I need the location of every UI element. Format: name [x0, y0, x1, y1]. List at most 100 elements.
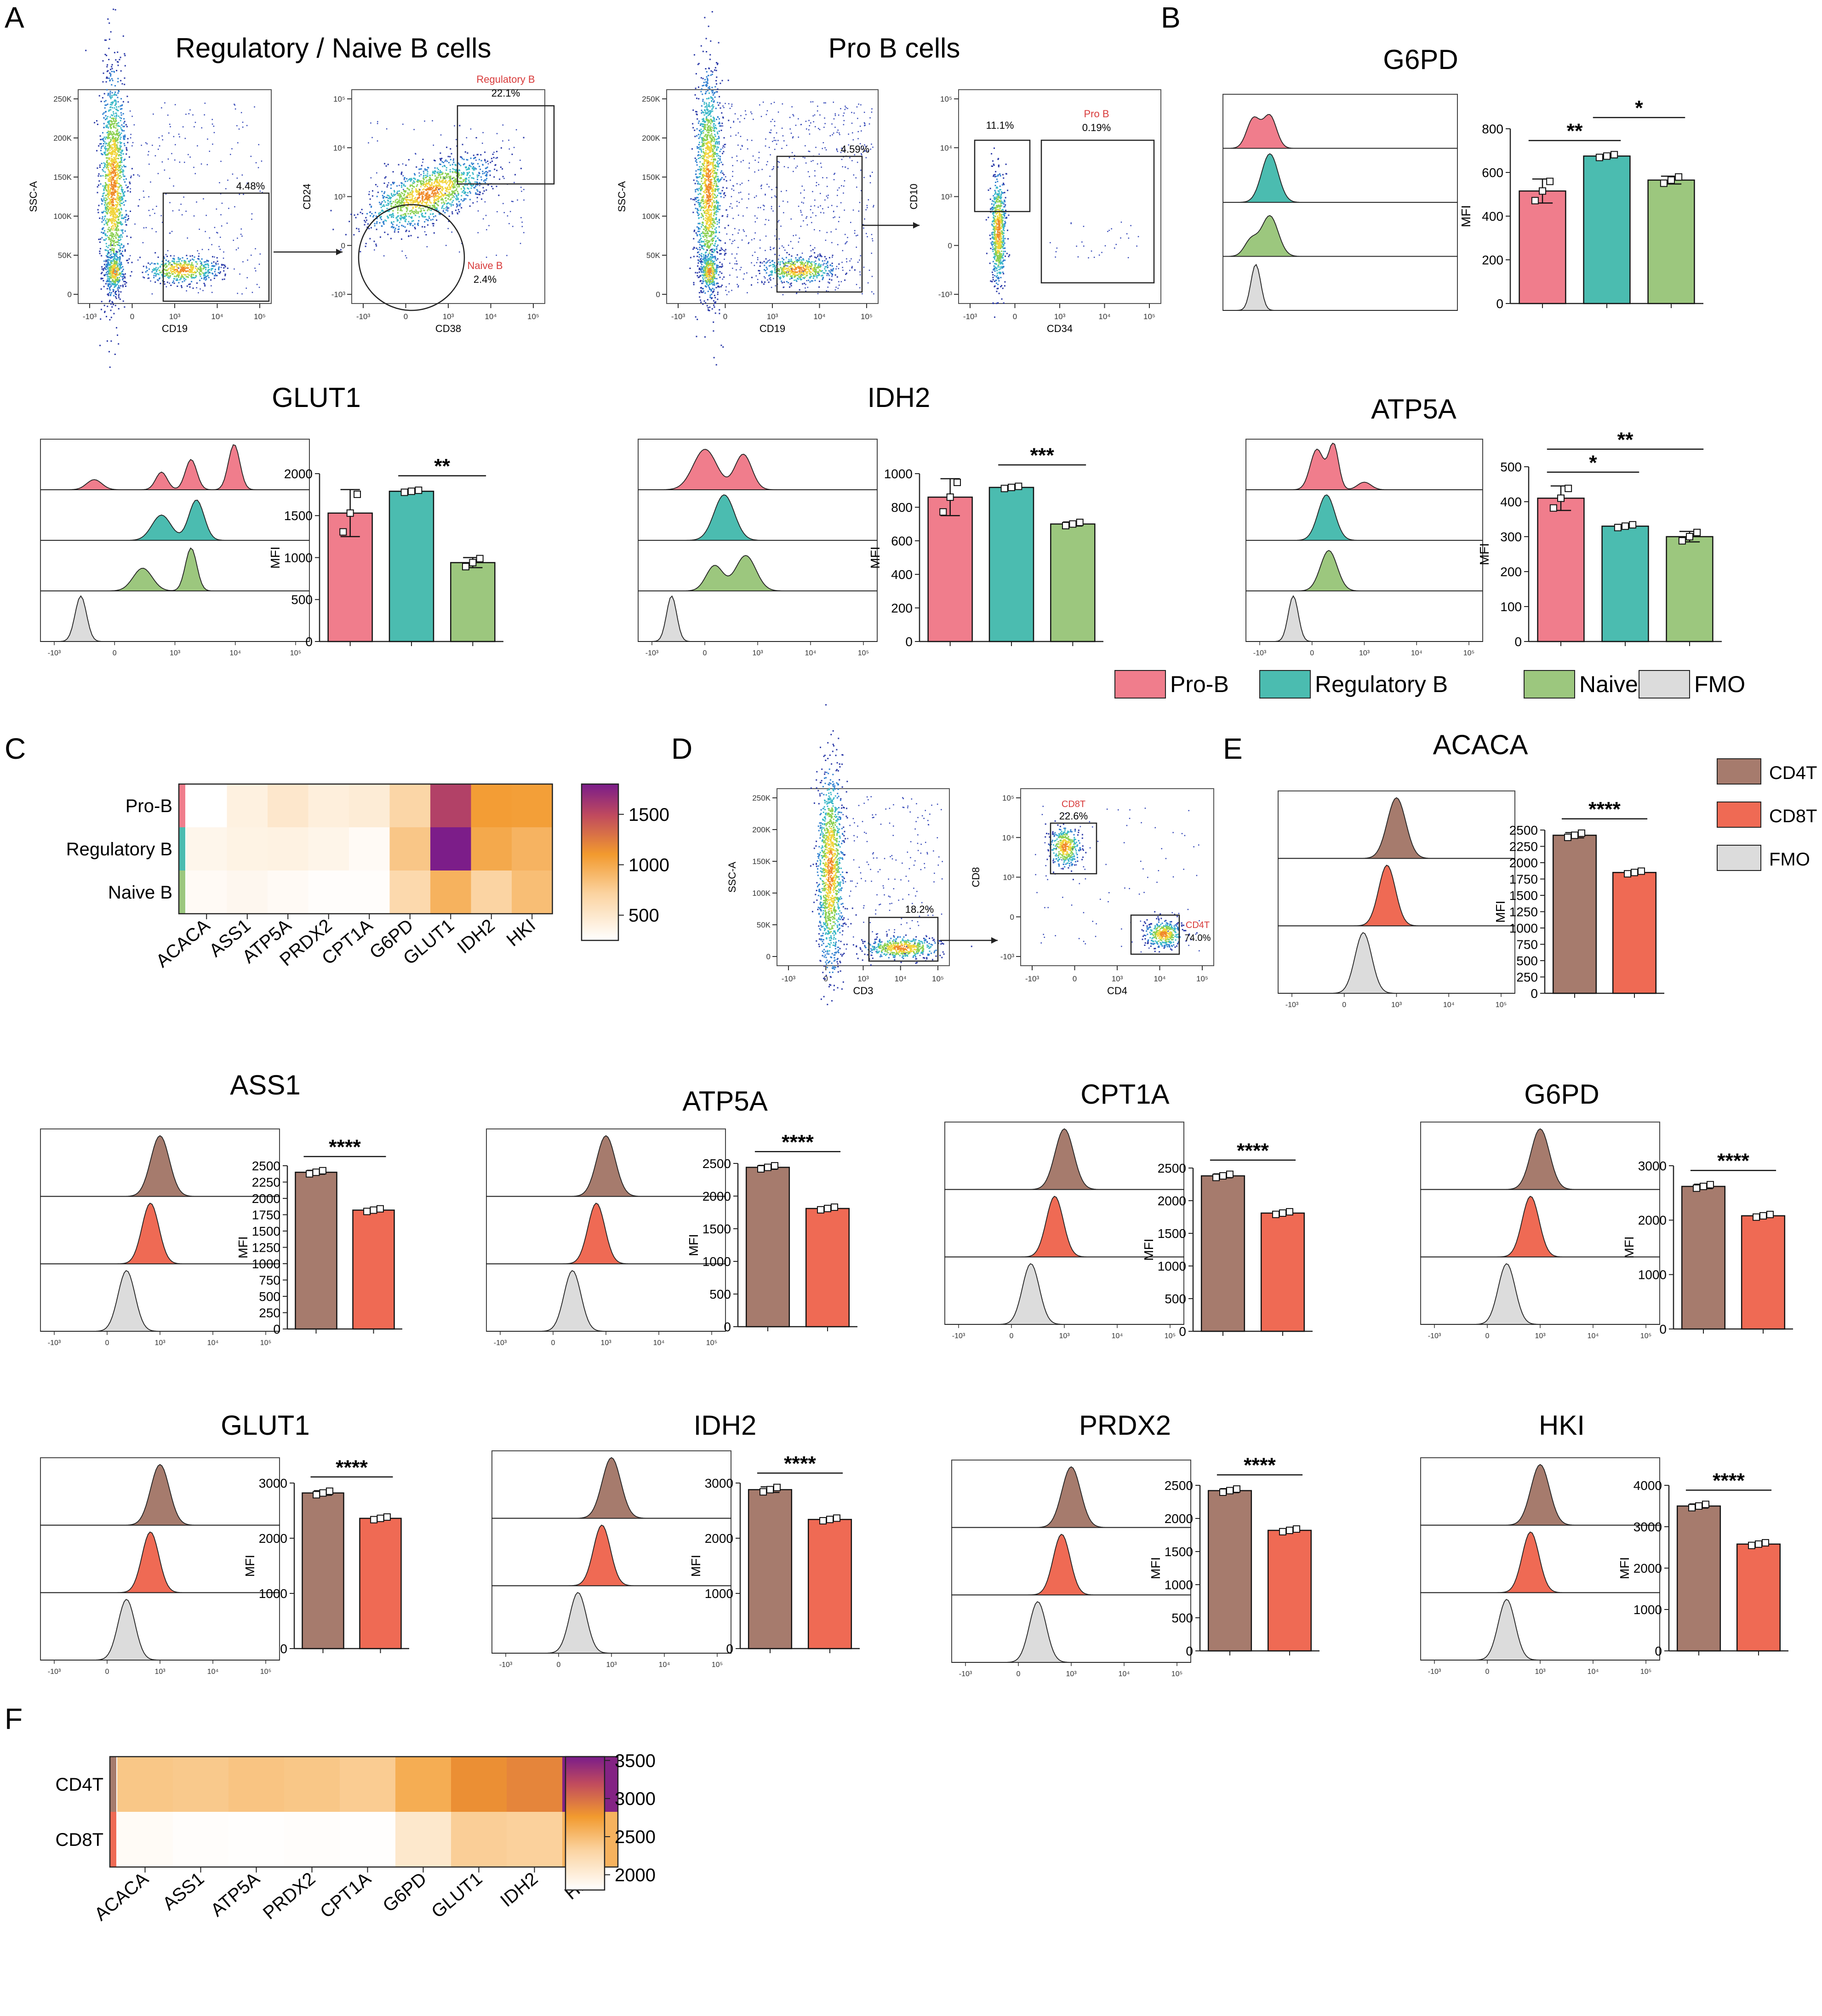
y-tick-label: 150K — [53, 173, 72, 182]
data-point — [1766, 1211, 1774, 1219]
column-label: IDH2 — [453, 915, 498, 957]
histogram-tick-label: -10³ — [499, 1661, 513, 1669]
scatter-cloud-cd3-density-level — [852, 934, 972, 966]
histogram-stack: -10³ 0 10³ 10⁴ 10⁵ — [40, 1128, 280, 1347]
colorbar-tick-label: 500 — [628, 905, 659, 926]
x-tick-label: 10⁵ — [932, 974, 944, 983]
legend-item-t-1: CD8T — [1717, 802, 1817, 828]
significance-stars: **** — [784, 1452, 816, 1475]
significance-stars: **** — [329, 1135, 361, 1158]
column-label: IDH2 — [497, 1868, 542, 1911]
panel-letter-a: A — [5, 1, 24, 34]
y-tick-label: 0 — [766, 952, 771, 961]
heatmap-cell — [430, 871, 471, 914]
scatter-cloud-cd10-density-level — [994, 209, 1002, 254]
x-tick-label: 10⁵ — [1143, 312, 1155, 321]
x-tick-label: 10⁵ — [527, 312, 539, 321]
y-tick-label: 0 — [656, 290, 660, 299]
histogram-tick-label: 10³ — [1066, 1670, 1077, 1678]
histogram-peak — [491, 1457, 731, 1519]
y-tick-label: 2000 — [259, 1531, 287, 1546]
y-tick-label: 0 — [280, 1642, 287, 1656]
heatmap-cell — [507, 1812, 562, 1867]
histogram-peak — [1421, 1598, 1660, 1661]
histogram-peak — [40, 547, 309, 591]
histogram-tick-label: 10⁵ — [712, 1661, 723, 1669]
data-point — [1286, 1526, 1293, 1534]
scatter-cloud-cd8-density-level — [1056, 833, 1075, 860]
data-point — [939, 508, 947, 516]
histogram-peak — [638, 494, 877, 541]
y-tick-label: 2000 — [703, 1189, 731, 1203]
histogram-tick-label: 0 — [1485, 1668, 1490, 1676]
histogram-tick-label: 10⁵ — [260, 1339, 271, 1347]
data-point — [370, 1206, 377, 1214]
y-axis-label: MFI — [1477, 543, 1491, 565]
heatmap-cell — [308, 827, 349, 871]
histogram-tick-label: 10⁵ — [290, 649, 301, 657]
y-tick-label: 2000 — [1165, 1512, 1193, 1526]
histogram-tick-label: 10⁵ — [1496, 1001, 1507, 1009]
heatmap-cell — [186, 827, 227, 871]
y-tick-label: 0 — [726, 1642, 733, 1656]
data-point — [1564, 833, 1572, 841]
histogram-peak — [951, 1534, 1191, 1596]
bar — [1676, 1505, 1721, 1652]
y-tick-label: 10⁵ — [333, 95, 345, 103]
significance-stars: **** — [336, 1456, 368, 1479]
scatter-cloud-cd10-density-level — [996, 219, 1001, 242]
data-point — [319, 1167, 326, 1174]
y-tick-label: 200K — [752, 825, 771, 834]
y-tick-label: 0 — [1655, 1644, 1662, 1658]
scatter-cloud-cd24-density-level — [390, 171, 466, 216]
flow-plot-frame — [958, 89, 1161, 304]
histogram-peak — [40, 1135, 280, 1197]
data-point — [1226, 1487, 1234, 1495]
y-tick-label: 2000 — [1638, 1213, 1667, 1227]
heatmap-cell — [471, 784, 512, 827]
y-tick-label: 2000 — [252, 1191, 280, 1206]
data-point — [1675, 173, 1683, 181]
histogram-peak — [1246, 442, 1483, 490]
y-tick-label: 4000 — [1634, 1478, 1662, 1493]
data-point — [1577, 829, 1585, 837]
histogram-peak — [1420, 1531, 1660, 1593]
data-point — [771, 1162, 778, 1170]
chart-title: CPT1A — [1080, 1079, 1169, 1110]
heatmap-frame — [109, 1756, 619, 1868]
gate-label: Pro B — [1084, 108, 1109, 120]
y-tick-label: 400 — [1482, 209, 1503, 223]
y-tick-label: 250K — [53, 95, 72, 103]
histogram-tick-label: 0 — [1342, 1001, 1346, 1009]
histogram-tick-label: -10³ — [48, 649, 61, 657]
histogram-peak — [944, 1196, 1184, 1258]
x-axis-label: CD34 — [1047, 323, 1073, 334]
y-tick-label: 10⁴ — [333, 143, 345, 152]
data-point — [1637, 867, 1645, 875]
gate-box — [162, 192, 270, 302]
histogram-peak — [491, 1524, 731, 1586]
gate-percent: 22.6% — [1059, 810, 1088, 822]
y-tick-label: 400 — [1500, 495, 1522, 509]
y-tick-label: 500 — [1516, 954, 1538, 968]
histogram-peak — [40, 444, 309, 490]
scatter-cloud-cd10 — [985, 147, 1011, 318]
scatter-cloud-low-density-level — [705, 264, 714, 280]
data-point — [1700, 1182, 1707, 1190]
panel-a-title-right: Pro B cells — [828, 33, 960, 63]
chart-title: GLUT1 — [272, 382, 360, 413]
x-tick-label: 10⁵ — [1196, 974, 1208, 983]
scatter-cloud-cd24-density-level — [416, 186, 441, 202]
row-color-strip — [110, 1812, 116, 1867]
y-tick-label: 1000 — [1158, 1259, 1186, 1273]
histogram-tick-label: 10⁴ — [659, 1661, 670, 1669]
colorbar-tick-label: 3500 — [615, 1751, 656, 1771]
y-tick-label: 250 — [259, 1306, 280, 1320]
column-label: GLUT1 — [428, 1868, 486, 1922]
y-tick-label: 0 — [273, 1322, 280, 1336]
bar — [1666, 536, 1713, 642]
data-point — [469, 559, 477, 567]
colorbar-tick-label: 1500 — [628, 805, 669, 825]
